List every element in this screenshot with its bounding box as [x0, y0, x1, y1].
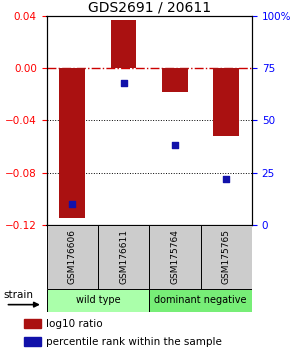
- Bar: [149, 289, 252, 312]
- Bar: [46, 289, 149, 312]
- Bar: [111, 20, 136, 68]
- Point: [224, 176, 229, 182]
- Text: strain: strain: [4, 290, 34, 300]
- Text: GSM175765: GSM175765: [222, 229, 231, 284]
- Bar: [214, 68, 239, 136]
- Point: [172, 143, 177, 148]
- Text: log10 ratio: log10 ratio: [46, 319, 103, 329]
- Point: [121, 80, 126, 86]
- Text: GSM176611: GSM176611: [119, 229, 128, 284]
- Bar: [149, 225, 201, 289]
- Text: percentile rank within the sample: percentile rank within the sample: [46, 337, 222, 347]
- Bar: [59, 68, 85, 218]
- Title: GDS2691 / 20611: GDS2691 / 20611: [88, 1, 211, 15]
- Bar: [24, 337, 40, 347]
- Bar: [98, 225, 149, 289]
- Bar: [24, 319, 40, 328]
- Text: GSM175764: GSM175764: [170, 229, 179, 284]
- Text: wild type: wild type: [76, 295, 120, 306]
- Bar: [162, 68, 188, 92]
- Bar: [201, 225, 252, 289]
- Text: GSM176606: GSM176606: [68, 229, 77, 284]
- Text: dominant negative: dominant negative: [154, 295, 247, 306]
- Point: [70, 201, 75, 207]
- Bar: [46, 225, 98, 289]
